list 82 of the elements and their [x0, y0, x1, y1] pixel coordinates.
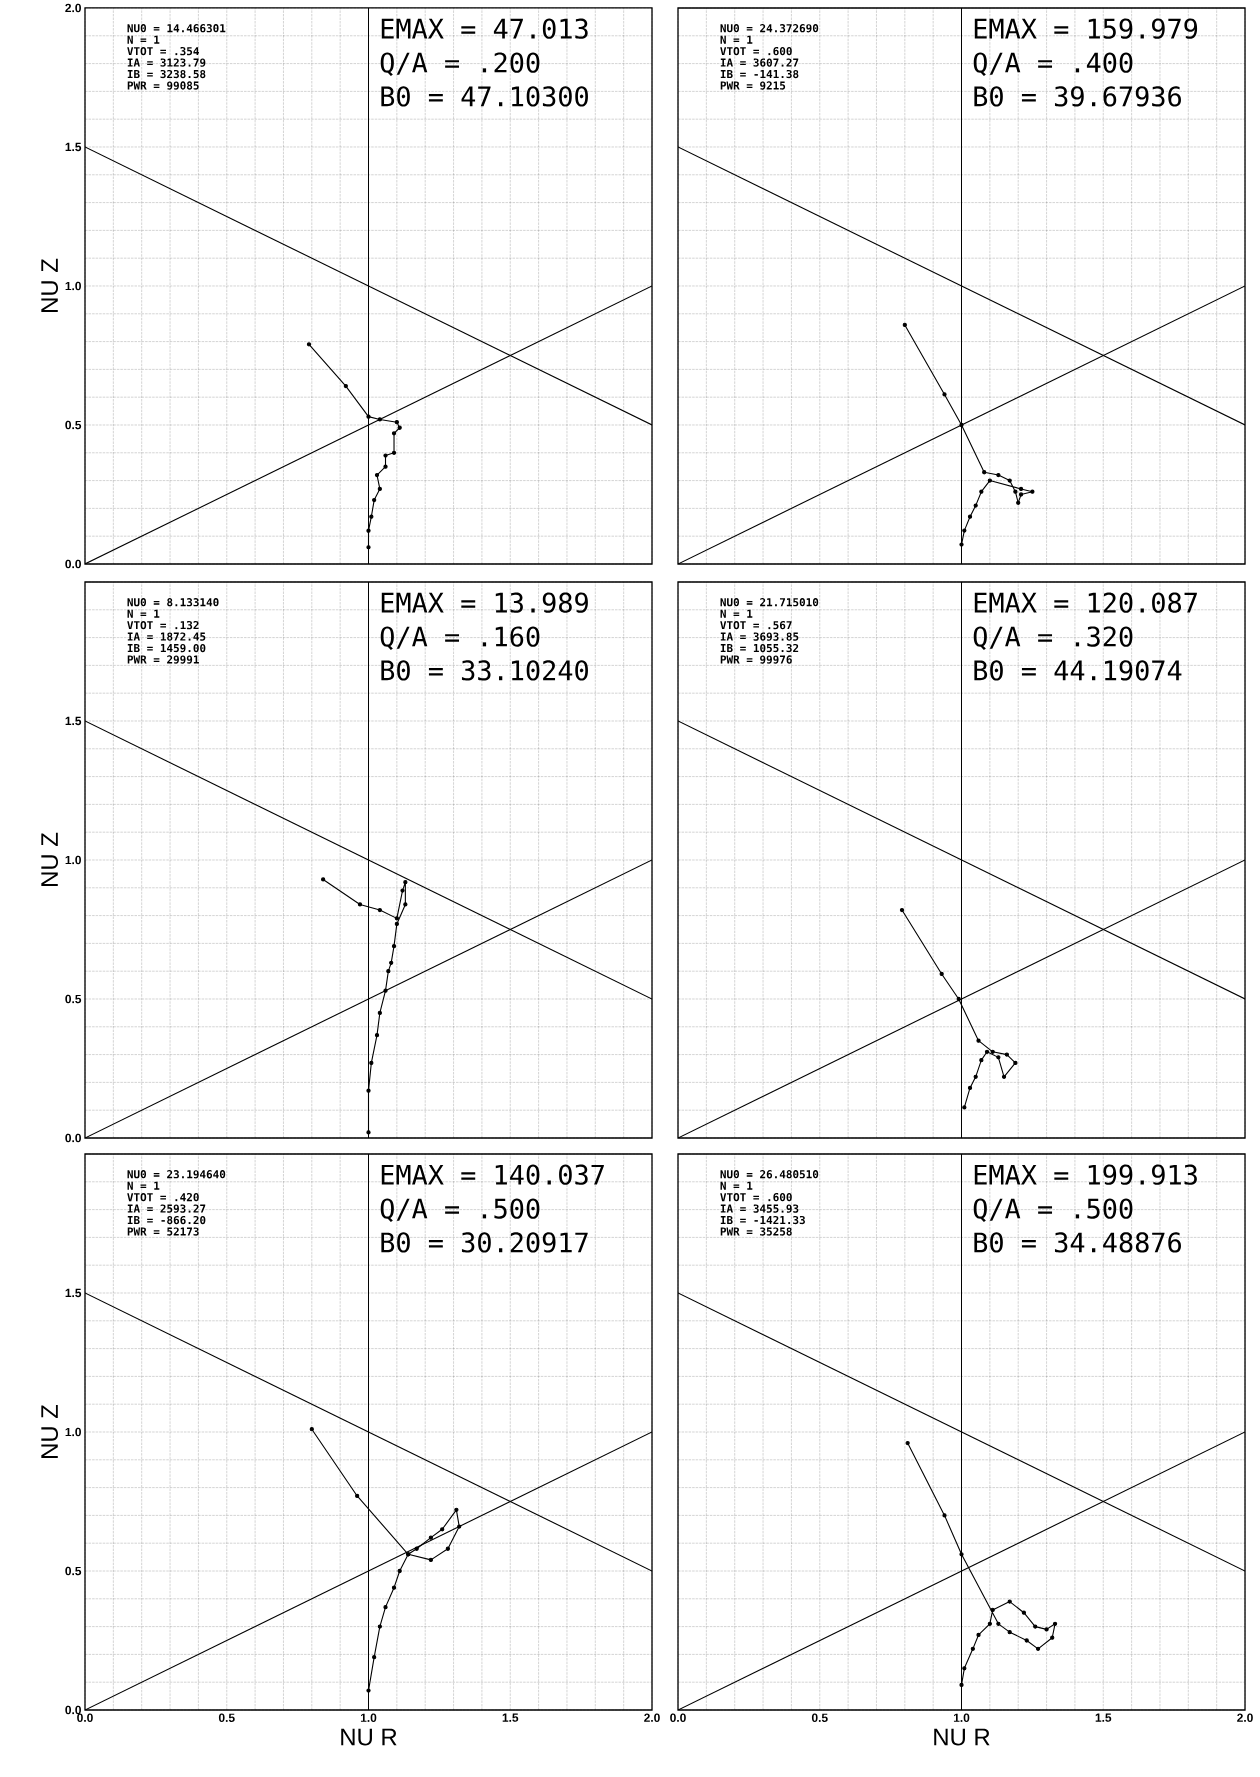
annotation: VTOT = .354 — [127, 46, 199, 56]
annotation: PWR = 9215 — [720, 81, 786, 90]
annotation: NU0 = 23.194640 — [127, 1170, 226, 1179]
annotation: N = 1 — [127, 609, 160, 618]
x-tick-label: 0.5 — [811, 1713, 828, 1722]
annotation: EMAX = 159.979 — [974, 18, 1198, 39]
annotation: VTOT = .600 — [720, 1193, 792, 1202]
annotation: N = 1 — [720, 609, 753, 618]
annotation: B0 = 34.48876 — [974, 1232, 1181, 1253]
y-tick-label: 0.0 — [65, 1705, 81, 1715]
annotation: IB = 1055.32 — [720, 643, 799, 653]
y-tick-label: 1.0 — [65, 281, 81, 291]
annotation: PWR = 99976 — [720, 655, 792, 664]
y-tick-label: 0.5 — [65, 420, 82, 430]
annotation: IA = 3693.85 — [720, 632, 799, 641]
x-tick-label: 0.5 — [218, 1713, 235, 1722]
x-tick-label: 1.0 — [360, 1713, 377, 1722]
annotation: NU0 = 26.480510 — [720, 1170, 819, 1179]
y-tick-label: 1.5 — [65, 142, 82, 152]
y-tick-label: 0.0 — [65, 1133, 81, 1143]
annotation: IA = 1872.45 — [127, 632, 206, 641]
annotation: PWR = 99085 — [127, 81, 199, 90]
annotation: B0 = 30.20917 — [381, 1232, 588, 1253]
annotation: IB = 3238.58 — [127, 69, 206, 79]
annotation: VTOT = .420 — [127, 1193, 199, 1202]
annotation: B0 = 33.10240 — [381, 660, 588, 681]
annotation: NU0 = 8.133140 — [127, 598, 219, 607]
annotation: VTOT = .567 — [720, 621, 792, 630]
annotation: B0 = 47.10300 — [381, 86, 588, 107]
annotation: PWR = 29991 — [127, 655, 199, 664]
y-tick-label: 1.0 — [65, 855, 81, 865]
annotation: IB = -141.38 — [720, 69, 799, 79]
x-tick-label: 1.5 — [502, 1713, 519, 1722]
annotation: NU0 = 24.372690 — [720, 24, 819, 33]
y-axis-title: NU Z — [41, 832, 59, 886]
annotation: B0 = 39.67936 — [974, 86, 1181, 107]
annotation: Q/A = .500 — [973, 1198, 1133, 1222]
x-axis-title: NU R — [341, 1728, 397, 1746]
annotation: VTOT = .600 — [720, 46, 792, 56]
annotation: VTOT = .132 — [127, 621, 199, 630]
y-tick-label: 1.0 — [65, 1427, 81, 1437]
annotation: PWR = 35258 — [720, 1227, 792, 1236]
y-axis-title: NU Z — [41, 1404, 59, 1458]
annotation: EMAX = 140.037 — [381, 1164, 604, 1185]
x-tick-label: 2.0 — [1237, 1713, 1253, 1722]
annotation: IA = 2593.27 — [127, 1204, 206, 1213]
annotation: EMAX = 13.989 — [381, 592, 588, 613]
y-tick-label: 1.5 — [65, 716, 82, 726]
annotation: IB = 1459.00 — [127, 643, 206, 653]
x-tick-label: 0.0 — [77, 1713, 93, 1722]
annotation: IA = 3607.27 — [720, 58, 799, 67]
annotation: NU0 = 21.715010 — [720, 598, 819, 607]
annotation: EMAX = 47.013 — [381, 18, 588, 39]
annotation: IA = 3123.79 — [127, 58, 206, 67]
annotation: IB = -866.20 — [127, 1215, 206, 1225]
y-tick-label: 0.0 — [65, 559, 81, 569]
y-tick-label: 0.5 — [65, 1566, 82, 1576]
annotation: IB = -1421.33 — [720, 1215, 805, 1225]
y-axis-title: NU Z — [41, 258, 59, 312]
x-tick-label: 2.0 — [644, 1713, 660, 1722]
annotation: N = 1 — [720, 1181, 753, 1190]
annotation: Q/A = .160 — [380, 626, 540, 650]
annotation: Q/A = .400 — [973, 52, 1133, 76]
y-tick-label: 2.0 — [65, 3, 81, 13]
annotation: EMAX = 199.913 — [974, 1164, 1197, 1185]
annotation: Q/A = .500 — [380, 1198, 540, 1222]
annotation: NU0 = 14.466301 — [127, 24, 226, 33]
annotation: N = 1 — [127, 35, 160, 44]
x-tick-label: 1.0 — [953, 1713, 970, 1722]
annotation: EMAX = 120.087 — [974, 592, 1197, 613]
x-tick-label: 1.5 — [1095, 1713, 1112, 1722]
x-axis-title: NU R — [934, 1728, 990, 1746]
y-tick-label: 1.5 — [65, 1288, 82, 1298]
annotation: PWR = 52173 — [127, 1227, 199, 1236]
annotation: Q/A = .320 — [973, 626, 1133, 650]
x-tick-label: 0.0 — [670, 1713, 686, 1722]
annotation: IA = 3455.93 — [720, 1204, 799, 1213]
annotation: N = 1 — [127, 1181, 160, 1190]
annotation: N = 1 — [720, 35, 753, 44]
y-tick-label: 0.5 — [65, 994, 82, 1004]
annotation: Q/A = .200 — [380, 52, 540, 76]
annotation: B0 = 44.19074 — [974, 660, 1182, 681]
